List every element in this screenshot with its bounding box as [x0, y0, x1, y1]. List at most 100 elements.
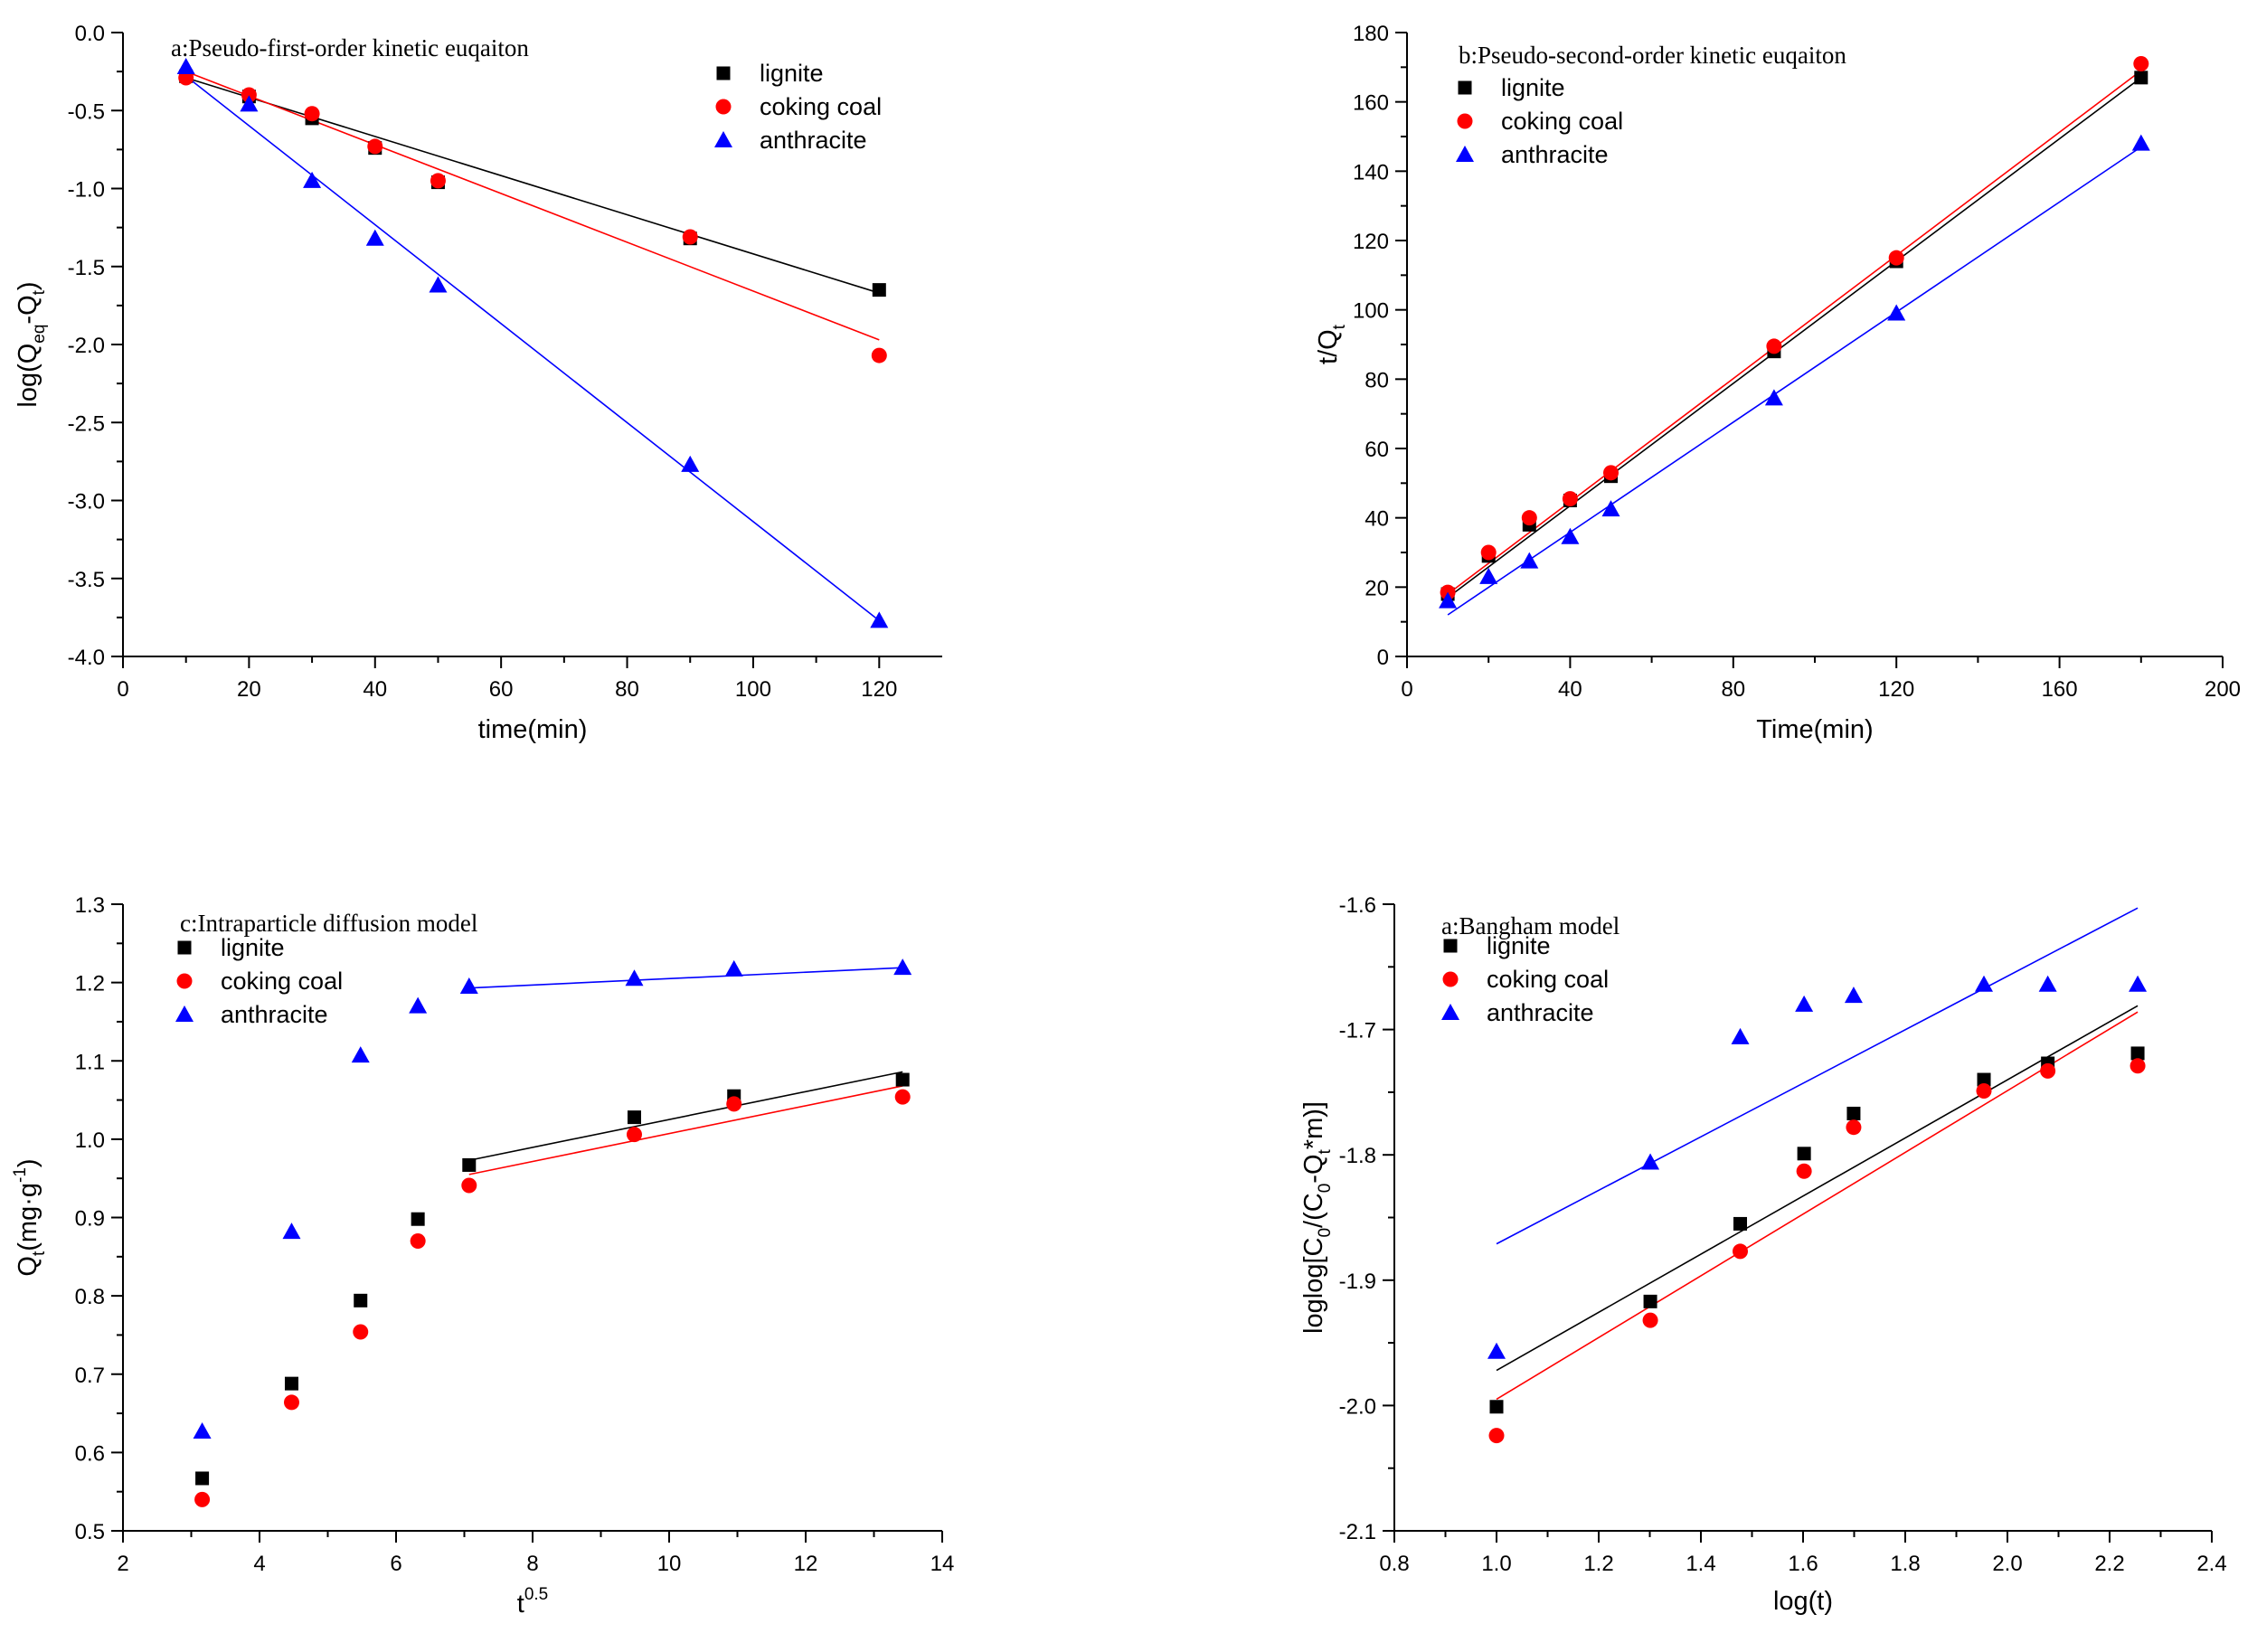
x-tick-label: 1.0: [1481, 1552, 1511, 1576]
fit-line-lignite: [185, 77, 880, 294]
x-tick-label: 2.4: [2196, 1552, 2226, 1576]
fit-line-coking-coal: [1496, 1011, 2139, 1401]
legend-label: anthracite: [760, 127, 867, 154]
data-point-anthracite: [1795, 995, 1814, 1012]
y-tick-label: -0.5: [68, 99, 105, 124]
data-point-coking-coal: [1766, 338, 1782, 354]
legend-entry-lignite: lignite: [1458, 74, 1565, 101]
legend-marker: [715, 99, 732, 115]
chart-panel-2: 0 40 80 120 160 200 0 20 40 60 80 100 120 140 160 180 b:…: [1314, 22, 2241, 744]
y-tick-label: -2.5: [68, 411, 105, 436]
legend: lignite coking coal anthracite: [714, 60, 882, 154]
legend-entry-lignite: lignite: [716, 60, 824, 87]
x-tick-label: 8: [526, 1552, 538, 1576]
legend-entry-anthracite: anthracite: [714, 127, 867, 154]
legend-entry-anthracite: anthracite: [175, 1001, 328, 1028]
data-point-coking-coal: [410, 1232, 426, 1249]
legend-label: coking coal: [1501, 108, 1623, 135]
y-tick-label: -1.5: [68, 256, 105, 280]
x-tick-label: 12: [794, 1552, 818, 1576]
data-point-anthracite: [429, 276, 448, 293]
data-point-coking-coal: [194, 1491, 211, 1507]
fit-line-coking-coal: [185, 71, 880, 341]
y-tick-label: -3.0: [68, 490, 105, 514]
data-point-lignite: [1643, 1294, 1657, 1308]
data-point-coking-coal: [283, 1394, 299, 1411]
y-tick-label: 1.0: [75, 1128, 105, 1153]
x-axis-label-main: time(min): [478, 715, 588, 744]
legend-label: lignite: [760, 60, 824, 87]
data-point-anthracite: [1561, 527, 1580, 544]
y-axis-label: t/Qt: [1314, 324, 1349, 364]
data-point-anthracite: [176, 57, 195, 74]
data-point-coking-coal: [2133, 56, 2149, 71]
data-point-lignite: [1733, 1216, 1748, 1231]
legend-entry-anthracite: anthracite: [1456, 141, 1609, 168]
chart-title: c:Intraparticle diffusion model: [180, 910, 477, 937]
x-tick-label: 1.6: [1788, 1552, 1818, 1576]
data-point-anthracite: [2131, 134, 2150, 151]
x-tick-label: 0.8: [1379, 1552, 1409, 1576]
data-point-lignite: [2130, 1046, 2145, 1061]
y-tick-label: -3.5: [68, 568, 105, 592]
data-point-coking-coal: [626, 1127, 642, 1143]
data-point-lignite: [462, 1157, 477, 1172]
x-tick-label: 6: [390, 1552, 401, 1576]
x-tick-label: 1.4: [1686, 1552, 1715, 1576]
fit-line-anthracite: [185, 75, 880, 621]
data-point-lignite: [284, 1376, 298, 1391]
data-point-anthracite: [351, 1046, 370, 1063]
y-tick-label: 0.7: [75, 1364, 105, 1388]
data-point-coking-coal: [2130, 1058, 2146, 1074]
legend-marker: [1442, 971, 1459, 987]
y-axis-label-main: log(Q: [14, 344, 42, 408]
y-axis-label-sub: t: [30, 1251, 49, 1256]
chart-title: a:Bangham model: [1441, 912, 1620, 939]
y-tick-label: -1.7: [1339, 1019, 1376, 1043]
legend: lignite coking coal anthracite: [1456, 74, 1623, 168]
legend-entry-coking-coal: coking coal: [176, 968, 343, 995]
x-axis-label: Time(min): [1756, 715, 1873, 744]
data-point-anthracite: [365, 229, 384, 246]
legend-label: anthracite: [1487, 999, 1594, 1026]
x-axis-label-main: Time(min): [1756, 715, 1873, 744]
x-axis-label-main: log(t): [1773, 1587, 1833, 1616]
data-point-coking-coal: [1562, 491, 1578, 507]
y-axis-label-mid: -Q: [1299, 1155, 1328, 1184]
legend-label: anthracite: [1501, 141, 1609, 168]
x-tick-label: 2.0: [1992, 1552, 2022, 1576]
fit-line-coking-coal: [1447, 70, 2142, 595]
data-point-lignite: [895, 1072, 910, 1087]
y-axis-label-main: loglog[C: [1299, 1238, 1328, 1334]
data-point-coking-coal: [726, 1096, 742, 1112]
data-point-lignite: [1797, 1147, 1811, 1161]
data-point-anthracite: [1764, 389, 1783, 406]
data-point-lignite: [195, 1471, 210, 1486]
data-point-lignite: [411, 1212, 425, 1226]
y-axis-label: log(Qeq-Qt): [14, 281, 49, 407]
y-tick-label: 120: [1353, 230, 1389, 254]
data-point-anthracite: [1844, 986, 1863, 1004]
y-tick-label: 0.9: [75, 1207, 105, 1232]
y-axis-label-main: t/Q: [1314, 329, 1343, 364]
y-tick-label: 180: [1353, 22, 1389, 46]
data-point-coking-coal: [894, 1089, 911, 1105]
data-point-lignite: [872, 283, 886, 297]
x-tick-label: 20: [237, 677, 261, 702]
x-tick-label: 120: [1878, 677, 1914, 702]
data-point-coking-coal: [241, 87, 257, 103]
x-axis-label: t0.5: [517, 1585, 548, 1619]
data-point-coking-coal: [1976, 1083, 1992, 1100]
data-point-coking-coal: [2040, 1062, 2056, 1079]
legend-entry-coking-coal: coking coal: [715, 93, 882, 120]
x-axis-label: log(t): [1773, 1587, 1833, 1616]
y-tick-label: 1.2: [75, 972, 105, 996]
data-point-coking-coal: [1846, 1119, 1862, 1136]
x-axis-label-main: t: [517, 1590, 524, 1619]
legend-label: coking coal: [1487, 966, 1609, 993]
y-tick-label: -2.0: [68, 334, 105, 358]
data-point-anthracite: [303, 171, 322, 188]
x-axis-label-sup: 0.5: [524, 1585, 548, 1604]
data-point-anthracite: [1487, 1342, 1506, 1359]
y-axis-label-sub: 0: [1316, 1184, 1335, 1194]
